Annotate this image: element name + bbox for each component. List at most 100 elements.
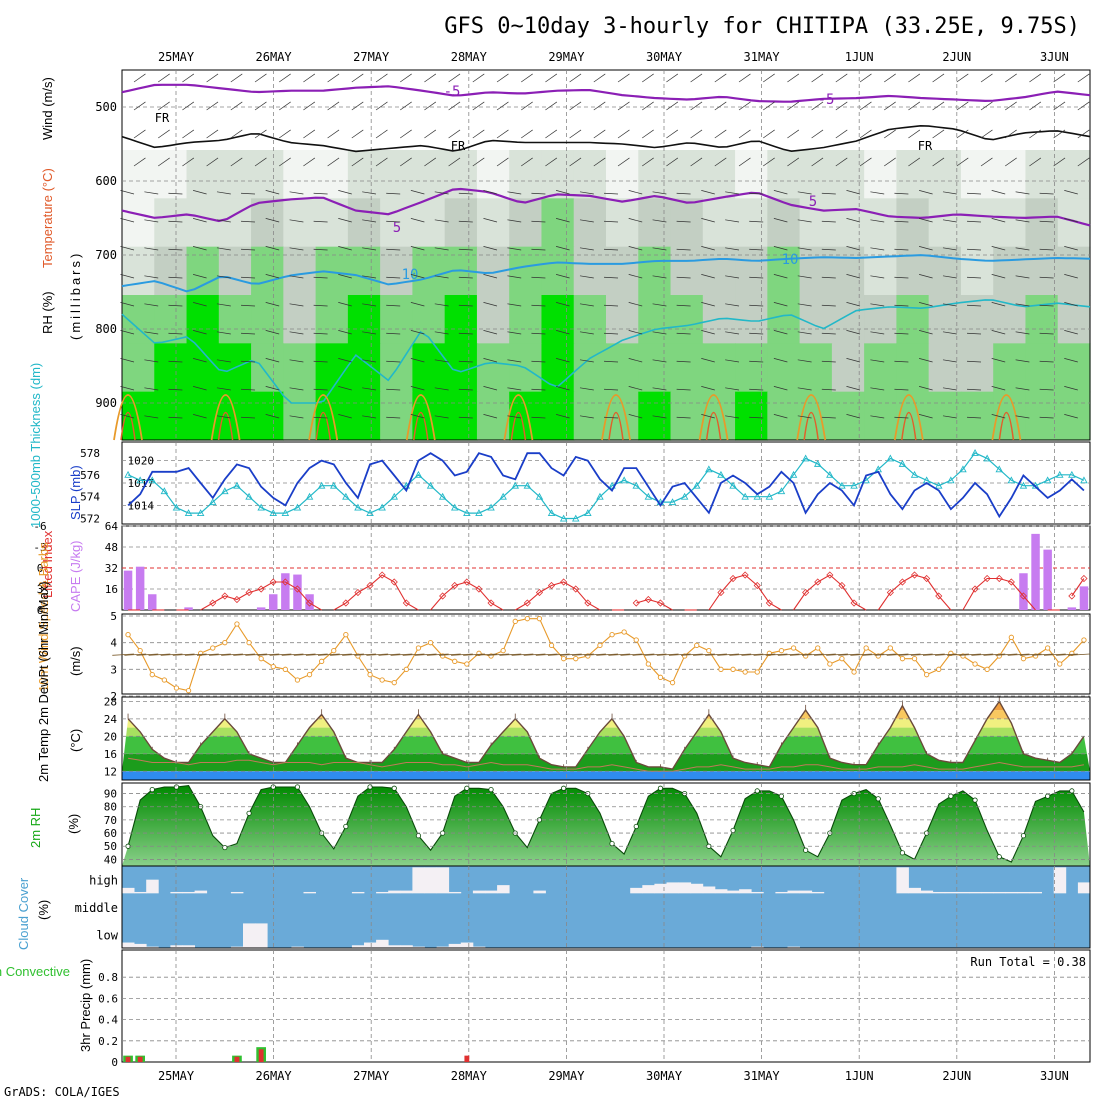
rh-cell bbox=[251, 343, 284, 393]
rh-cell bbox=[767, 150, 801, 199]
upper-wind-barb bbox=[604, 388, 619, 391]
contour-label: 10 bbox=[782, 252, 799, 268]
rh-cell bbox=[670, 198, 704, 248]
upper-wind-barb bbox=[434, 331, 449, 335]
rh-cell bbox=[476, 343, 510, 393]
upper-wind-barb bbox=[628, 330, 643, 335]
upper-wind-barb bbox=[448, 101, 461, 111]
rh-cell bbox=[509, 150, 543, 199]
thickness-point bbox=[208, 498, 217, 506]
li-ytick: -3 bbox=[33, 541, 46, 554]
rh2m-ylabel: 2m RH bbox=[28, 808, 43, 848]
upper-wind-barb bbox=[120, 302, 135, 307]
upper-wind-barb bbox=[870, 275, 885, 279]
upper-wind-barb bbox=[811, 73, 824, 83]
upper-wind-barb bbox=[338, 330, 352, 335]
rh-cell bbox=[186, 246, 220, 296]
cloud-low-cell bbox=[436, 946, 450, 948]
upper-wind-barb bbox=[1029, 101, 1042, 111]
isotherm-plus20 bbox=[796, 394, 827, 441]
upper-wind-barb bbox=[604, 332, 619, 335]
li-ytick: 6 bbox=[37, 604, 44, 617]
wind-barb bbox=[814, 653, 836, 656]
rh2m-point bbox=[875, 796, 881, 802]
wind-speed-point bbox=[246, 640, 252, 646]
upper-wind-barb bbox=[725, 303, 740, 307]
upper-wind-barb bbox=[942, 275, 957, 279]
rh2m-ytick: 90 bbox=[104, 788, 117, 801]
upper-wind-barb bbox=[918, 302, 933, 307]
contour-label: -5 bbox=[444, 84, 461, 100]
wind-barb bbox=[935, 653, 957, 656]
upper-wind-barb bbox=[531, 332, 546, 335]
wind-barb bbox=[584, 653, 606, 656]
wind-ytick: 2 bbox=[110, 690, 117, 703]
rh-cell bbox=[186, 150, 220, 199]
rh2m-point bbox=[343, 823, 349, 830]
upper-wind-barb bbox=[206, 101, 219, 111]
wind-barb bbox=[862, 653, 885, 656]
upper-wind-barb bbox=[797, 219, 812, 223]
upper-wind-barb bbox=[555, 330, 570, 335]
thickness-point bbox=[801, 454, 810, 462]
lifted-index-point bbox=[293, 585, 302, 593]
wind-barb bbox=[765, 653, 788, 656]
cape-bar bbox=[1067, 607, 1077, 610]
upper-wind-barb bbox=[313, 332, 328, 335]
wind-speed-point bbox=[234, 621, 240, 627]
lifted-index-point bbox=[898, 578, 907, 586]
rh2m-area bbox=[122, 785, 1090, 866]
wind-barb bbox=[656, 653, 679, 656]
isotherm-plus20 bbox=[308, 394, 339, 441]
upper-wind-barb bbox=[241, 388, 256, 391]
wind-speed-point bbox=[754, 669, 760, 675]
rh-cell bbox=[864, 343, 897, 393]
upper-wind-barb bbox=[483, 358, 498, 363]
cloud-yunit: (%) bbox=[36, 900, 51, 920]
upper-wind-barb bbox=[168, 304, 183, 307]
upper-wind-barb bbox=[701, 302, 715, 307]
upper-wind-barb bbox=[569, 73, 582, 83]
isotherm-plus5 bbox=[121, 187, 1091, 227]
thickness-point bbox=[293, 503, 302, 511]
cloud-high-cell bbox=[472, 890, 486, 894]
upper-wind-barb bbox=[338, 358, 352, 363]
upper-wind-barb bbox=[265, 274, 280, 279]
rh2m-point bbox=[246, 810, 252, 816]
cloud-high-cell bbox=[920, 890, 934, 894]
thickness-point bbox=[947, 476, 955, 484]
upper-wind-barb bbox=[617, 73, 630, 83]
thickness-point bbox=[463, 509, 471, 517]
li-ytick: 3 bbox=[37, 583, 44, 596]
upper-wind-barb bbox=[749, 388, 764, 391]
wind-speed-point bbox=[294, 677, 301, 683]
lifted-index-point bbox=[390, 578, 398, 586]
cloud-high-cell bbox=[1005, 891, 1018, 894]
cape-ytick: 32 bbox=[105, 562, 118, 575]
rh-cell bbox=[218, 198, 252, 248]
rh-cell bbox=[896, 150, 930, 199]
wind-speed-point bbox=[343, 632, 349, 638]
upper-wind-barb bbox=[496, 157, 509, 167]
rh-cell bbox=[993, 343, 1027, 393]
upper-wind-barb bbox=[206, 73, 219, 83]
upper-wind-barb bbox=[617, 157, 630, 167]
upper-wind-barb bbox=[434, 387, 449, 391]
top-day-label: 2JUN bbox=[942, 50, 971, 64]
rh-cell bbox=[799, 246, 833, 296]
upper-wind-barb bbox=[628, 190, 643, 195]
upper-wind-barb bbox=[797, 415, 812, 419]
rh-cell bbox=[1025, 150, 1059, 199]
upper-wind-barb bbox=[725, 219, 740, 223]
wind-barb bbox=[898, 653, 921, 656]
rh-cell bbox=[509, 246, 543, 296]
rh-cell bbox=[380, 150, 413, 199]
upper-wind-barb bbox=[216, 387, 231, 391]
upper-wind-barb bbox=[870, 387, 885, 391]
rh-cell bbox=[735, 150, 768, 199]
cloud-low-cell bbox=[146, 946, 159, 948]
upper-wind-barb bbox=[593, 157, 606, 167]
upper-wind-barb bbox=[230, 101, 243, 111]
wind-barb bbox=[342, 653, 364, 656]
li-ylabel: Lifted Index bbox=[40, 530, 55, 598]
